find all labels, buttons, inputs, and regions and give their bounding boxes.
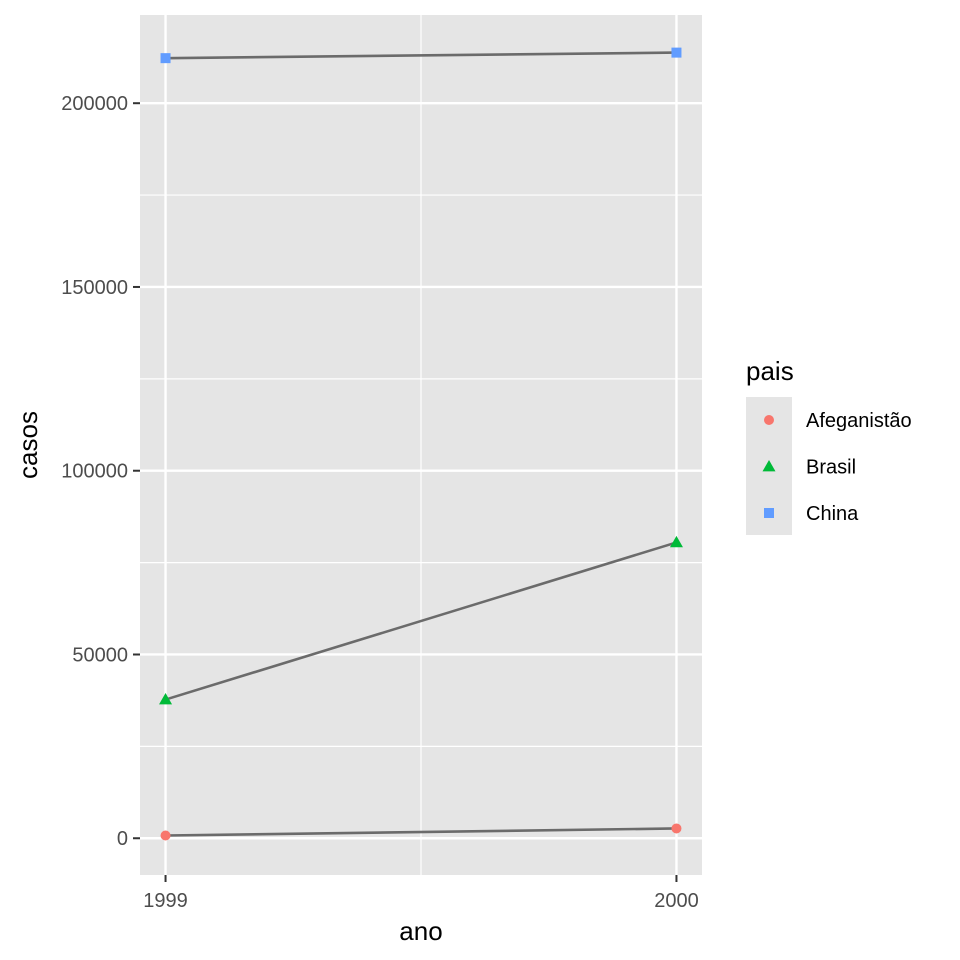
data-point (671, 823, 682, 834)
legend-label: China (806, 503, 859, 525)
data-point (669, 535, 683, 548)
legend-title: pais (746, 356, 794, 386)
data-point (160, 53, 171, 64)
grid-major (140, 15, 702, 875)
y-tick-label: 100000 (61, 461, 128, 483)
legend: pais Afeganistão Brasil China (746, 356, 912, 535)
series-lines (165, 51, 677, 837)
y-tick-label: 200000 (61, 93, 128, 115)
y-tick-label: 50000 (72, 644, 128, 666)
legend-key (764, 508, 774, 518)
y-tick-label: 150000 (61, 277, 128, 299)
series-points (159, 47, 683, 841)
x-tick-label: 1999 (143, 890, 188, 912)
legend-key (764, 415, 774, 425)
legend-items: Afeganistão Brasil China (762, 410, 912, 525)
legend-key (762, 460, 776, 472)
data-point (671, 47, 682, 58)
data-point (160, 830, 171, 841)
data-point (159, 693, 173, 705)
y-tick-label: 0 (117, 828, 128, 850)
y-axis: 0 50000 100000 150000 200000 (61, 93, 140, 850)
legend-label: Brasil (806, 457, 856, 479)
y-axis-title: casos (13, 411, 43, 479)
series-line (165, 51, 677, 60)
x-axis-title: ano (399, 916, 442, 946)
series-line (165, 827, 677, 837)
grid-minor (140, 15, 702, 875)
x-axis: 1999 2000 (143, 875, 699, 912)
series-line (165, 541, 677, 701)
x-tick-label: 2000 (654, 890, 699, 912)
legend-label: Afeganistão (806, 410, 912, 432)
